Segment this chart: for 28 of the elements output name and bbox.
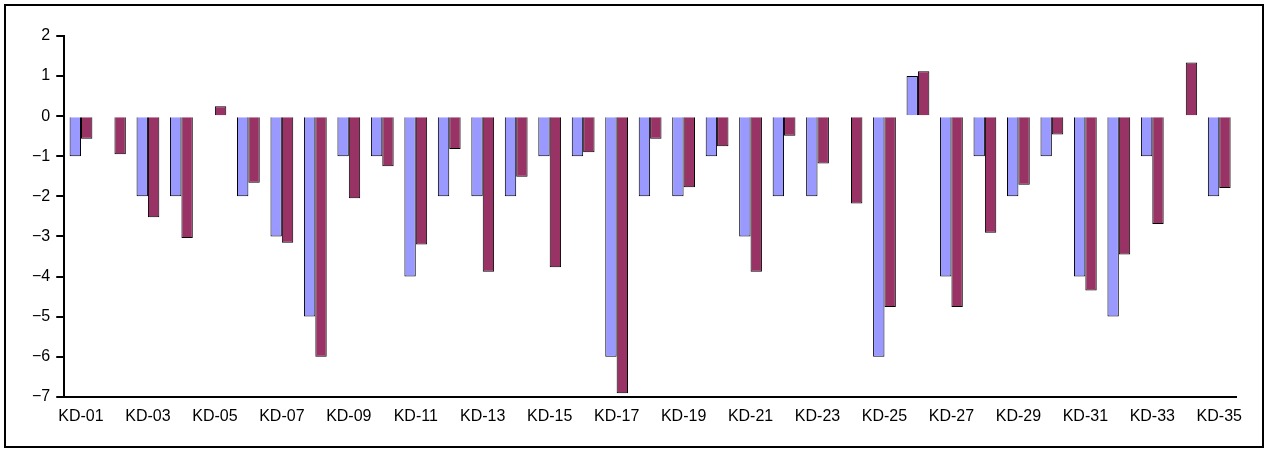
x-tick-label: KD-19 [660,406,707,424]
x-tick-label: KD-07 [259,406,305,424]
y-tick-label: −6 [31,347,51,365]
x-tick-label: KD-03 [125,406,171,424]
x-tick-label: KD-17 [593,406,640,424]
x-tick-label: KD-21 [727,406,774,424]
y-tick-label: 1 [41,66,51,84]
y-tick-label: −7 [31,387,51,405]
x-tick-label: KD-05 [192,406,238,424]
y-tick-label: −5 [31,307,51,325]
y-tick-label: −2 [31,186,51,204]
x-tick-label: KD-27 [928,406,975,424]
y-tick-label: 2 [41,26,51,44]
x-tick-label: KD-31 [1062,406,1109,424]
y-tick-label: −4 [31,266,51,284]
x-tick-label: KD-23 [794,406,841,424]
y-tick-label: −1 [31,146,51,164]
y-tick-label: −3 [31,226,51,244]
x-tick-label: KD-35 [1196,406,1243,424]
y-tick-label: 0 [41,106,51,124]
x-tick-label: KD-25 [861,406,908,424]
x-tick-label: KD-09 [326,406,372,424]
x-tick-label: KD-15 [527,406,573,424]
x-tick-label: KD-33 [1129,406,1176,424]
x-tick-label: KD-11 [393,406,438,424]
x-tick-label: KD-01 [58,406,104,424]
x-tick-label: KD-13 [460,406,506,424]
x-tick-label: KD-29 [995,406,1042,424]
